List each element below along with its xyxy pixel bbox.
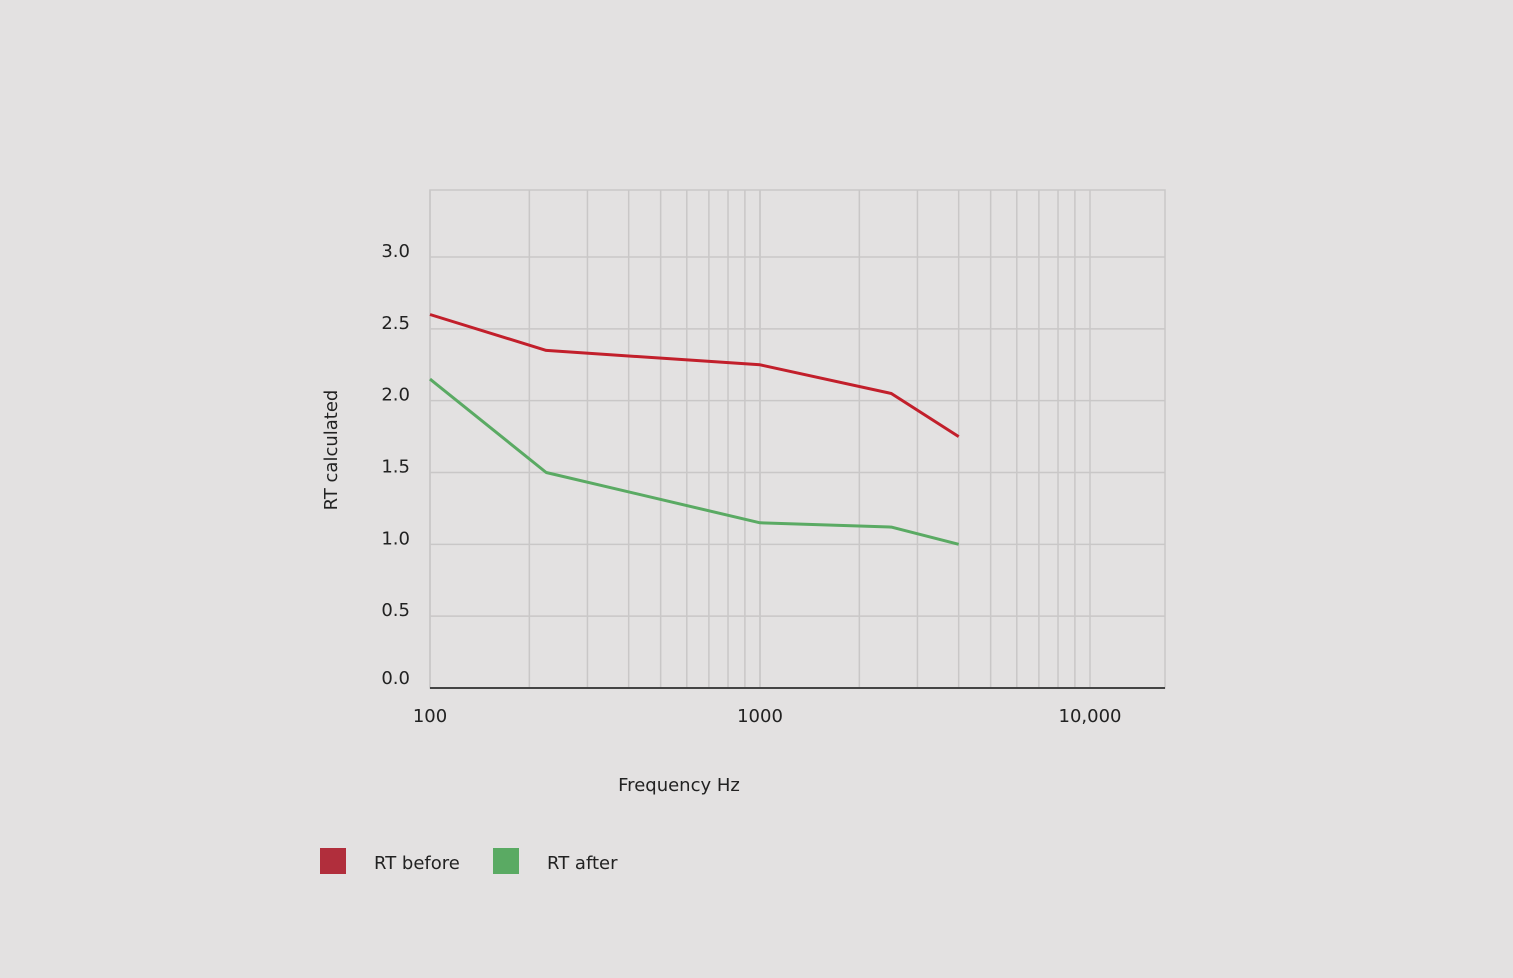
y-tick-labels: 0.0 0.5 1.0 1.5 2.0 2.5 3.0 xyxy=(381,241,410,689)
legend-label-rt-after: RT after xyxy=(547,853,618,874)
x-tick-label: 10,000 xyxy=(1059,706,1122,727)
y-axis-title: RT calculated xyxy=(321,390,342,511)
x-axis-title: Frequency Hz xyxy=(618,775,740,796)
series-line-rt-after xyxy=(429,377,960,546)
y-tick-label: 1.5 xyxy=(381,457,410,478)
series-line-rt-before xyxy=(429,313,960,438)
legend-swatch-rt-after xyxy=(493,848,519,874)
legend-label-rt-before: RT before xyxy=(374,853,460,874)
plot-frame xyxy=(429,189,1166,689)
x-tick-label: 1000 xyxy=(737,706,783,727)
y-tick-label: 2.5 xyxy=(381,313,410,334)
grid xyxy=(429,189,1166,689)
x-tick-label: 100 xyxy=(413,706,447,727)
y-tick-label: 0.5 xyxy=(381,600,410,621)
y-tick-label: 0.0 xyxy=(381,668,410,689)
legend: RT before RT after xyxy=(320,848,618,874)
y-tick-label: 2.0 xyxy=(381,385,410,406)
y-tick-label: 3.0 xyxy=(381,241,410,262)
series-lines xyxy=(429,313,960,546)
x-tick-labels: 100 1000 10,000 xyxy=(413,706,1122,727)
y-tick-label: 1.0 xyxy=(381,528,410,549)
legend-swatch-rt-before xyxy=(320,848,346,874)
